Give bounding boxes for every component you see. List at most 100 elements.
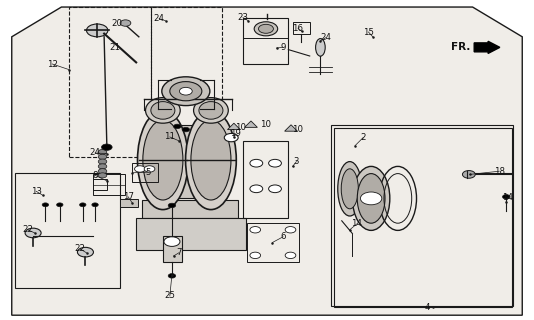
Polygon shape <box>245 121 257 127</box>
Ellipse shape <box>338 162 362 216</box>
Text: 3: 3 <box>294 157 299 166</box>
Text: 19: 19 <box>230 129 240 138</box>
Circle shape <box>98 164 107 169</box>
Circle shape <box>87 24 108 37</box>
Circle shape <box>164 237 180 246</box>
Circle shape <box>269 159 281 167</box>
Bar <box>151 7 222 141</box>
Text: 8: 8 <box>92 171 98 180</box>
Bar <box>163 125 211 198</box>
Bar <box>293 22 310 34</box>
Circle shape <box>182 127 190 132</box>
Circle shape <box>57 203 63 207</box>
Bar <box>136 218 246 250</box>
Circle shape <box>285 252 296 259</box>
Circle shape <box>285 227 296 233</box>
Text: 13: 13 <box>31 187 42 196</box>
Text: 9: 9 <box>280 43 286 52</box>
Text: 24: 24 <box>154 14 164 23</box>
Bar <box>243 141 288 218</box>
Polygon shape <box>285 125 297 131</box>
Text: 5: 5 <box>146 168 151 177</box>
Ellipse shape <box>151 102 175 119</box>
Circle shape <box>502 195 510 199</box>
Circle shape <box>101 144 112 150</box>
Circle shape <box>258 24 273 33</box>
Bar <box>132 163 158 182</box>
Text: 17: 17 <box>123 192 134 201</box>
Text: FR.: FR. <box>451 42 470 52</box>
Circle shape <box>250 185 263 193</box>
Text: 7: 7 <box>176 248 182 257</box>
Bar <box>243 18 288 64</box>
Circle shape <box>98 173 107 178</box>
Circle shape <box>42 203 49 207</box>
Ellipse shape <box>194 98 229 123</box>
Circle shape <box>98 149 107 155</box>
Circle shape <box>98 154 107 159</box>
Bar <box>142 200 238 218</box>
Text: 22: 22 <box>22 225 33 234</box>
Text: 10: 10 <box>235 123 246 132</box>
Text: 14: 14 <box>351 220 362 228</box>
Circle shape <box>269 185 281 193</box>
Circle shape <box>224 133 238 142</box>
Ellipse shape <box>138 110 189 210</box>
Circle shape <box>250 227 261 233</box>
Text: 21: 21 <box>109 43 120 52</box>
Bar <box>15 173 120 288</box>
Ellipse shape <box>145 98 180 123</box>
Circle shape <box>360 192 382 205</box>
Polygon shape <box>12 7 522 315</box>
Circle shape <box>254 22 278 36</box>
Circle shape <box>174 124 181 129</box>
Circle shape <box>462 171 475 178</box>
Text: 10: 10 <box>261 120 271 129</box>
Circle shape <box>77 247 93 257</box>
Circle shape <box>179 87 192 95</box>
Circle shape <box>80 203 86 207</box>
Bar <box>93 174 125 195</box>
Circle shape <box>120 20 131 26</box>
Text: 4: 4 <box>425 303 430 312</box>
Circle shape <box>250 252 261 259</box>
Circle shape <box>144 166 155 172</box>
Ellipse shape <box>199 102 223 119</box>
Text: 2: 2 <box>360 133 366 142</box>
Circle shape <box>98 169 107 174</box>
Ellipse shape <box>186 110 237 210</box>
Text: 14: 14 <box>502 193 513 202</box>
Text: 24: 24 <box>320 33 331 42</box>
Bar <box>69 7 151 157</box>
Bar <box>331 125 513 306</box>
Text: 22: 22 <box>75 244 85 253</box>
Ellipse shape <box>316 39 325 56</box>
Text: 15: 15 <box>363 28 374 36</box>
Bar <box>247 223 299 262</box>
Circle shape <box>162 77 210 106</box>
Ellipse shape <box>357 173 385 223</box>
Circle shape <box>250 159 263 167</box>
Circle shape <box>92 203 98 207</box>
Text: 20: 20 <box>111 19 122 28</box>
Ellipse shape <box>191 120 231 200</box>
Circle shape <box>135 166 145 172</box>
Circle shape <box>25 228 41 238</box>
Text: 24: 24 <box>90 148 100 157</box>
Ellipse shape <box>341 169 358 209</box>
Bar <box>120 199 138 207</box>
Ellipse shape <box>143 120 183 200</box>
Text: 12: 12 <box>47 60 58 68</box>
Circle shape <box>98 159 107 164</box>
Text: 25: 25 <box>164 292 175 300</box>
Text: 18: 18 <box>494 167 505 176</box>
Text: 23: 23 <box>238 13 248 22</box>
Bar <box>93 179 107 190</box>
Text: 6: 6 <box>280 232 286 241</box>
Text: 11: 11 <box>164 132 175 141</box>
Circle shape <box>168 274 176 278</box>
FancyArrow shape <box>474 41 500 53</box>
Polygon shape <box>227 123 240 130</box>
Circle shape <box>168 203 176 208</box>
Circle shape <box>170 82 202 101</box>
